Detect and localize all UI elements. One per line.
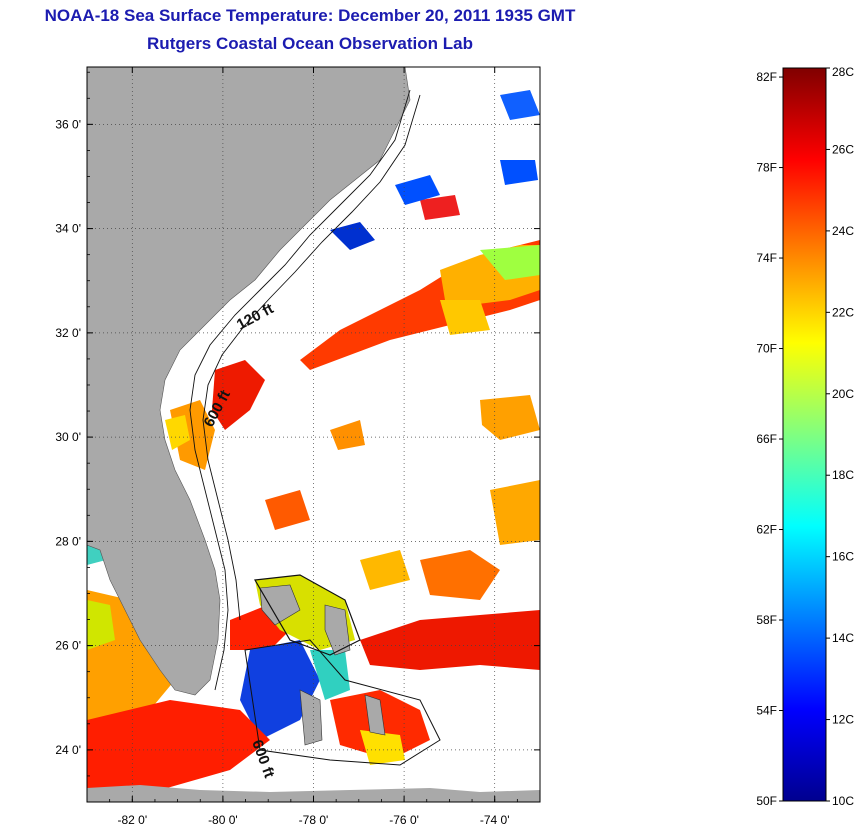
lat-tick-label: 24 0' xyxy=(55,743,81,757)
sst-patch xyxy=(87,700,270,800)
sst-patch xyxy=(212,360,265,430)
sst-patch xyxy=(420,550,500,600)
colorbar-fahrenheit-label: 78F xyxy=(756,161,777,175)
lat-tick-label: 34 0' xyxy=(55,222,81,236)
sst-patch xyxy=(87,600,115,650)
colorbar-celsius-labels: 28C 26C 24C 22C 20C 18C 16C 14C 12C 10C xyxy=(826,65,854,808)
lat-tick-label: 36 0' xyxy=(55,117,81,131)
colorbar-fahrenheit-label: 50F xyxy=(756,794,777,808)
sst-patch xyxy=(440,300,490,335)
sst-patch xyxy=(395,175,440,205)
colorbar-celsius-label: 28C xyxy=(832,65,854,79)
latitude-axis: 36 0' 34 0' 32 0' 30 0' 28 0' 26 0' 24 0' xyxy=(55,117,81,757)
colorbar-celsius-label: 14C xyxy=(832,631,854,645)
sst-patch xyxy=(330,420,365,450)
lon-tick-label: -82 0' xyxy=(117,813,147,827)
sst-patch xyxy=(240,640,320,740)
colorbar-celsius-label: 12C xyxy=(832,713,854,727)
colorbar-fahrenheit-label: 66F xyxy=(756,432,777,446)
map-subtitle: Rutgers Coastal Ocean Observation Lab xyxy=(147,34,473,53)
lon-tick-label: -80 0' xyxy=(208,813,238,827)
isobath-bahamas xyxy=(254,574,361,656)
lon-tick-label: -76 0' xyxy=(389,813,419,827)
colorbar-celsius-label: 10C xyxy=(832,794,854,808)
lat-tick-label: 30 0' xyxy=(55,430,81,444)
axis-ticks xyxy=(86,67,541,803)
longitude-axis: -82 0' -80 0' -78 0' -76 0' -74 0' xyxy=(117,813,509,827)
land-cuba xyxy=(87,785,540,802)
lon-tick-label: -74 0' xyxy=(480,813,510,827)
map-content: 120 ft 600 ft 600 ft xyxy=(87,67,540,802)
sst-patch xyxy=(360,730,405,765)
colorbar-celsius-label: 22C xyxy=(832,305,854,319)
sst-patch xyxy=(165,415,190,450)
map-title: NOAA-18 Sea Surface Temperature: Decembe… xyxy=(44,6,576,25)
land-abaco xyxy=(324,604,351,656)
colorbar-fahrenheit-labels: 82F 78F 74F 70F 66F 62F 58F 54F 50F xyxy=(756,70,783,808)
colorbar-celsius-label: 20C xyxy=(832,387,854,401)
colorbar-celsius-label: 16C xyxy=(832,550,854,564)
sst-patch xyxy=(310,650,350,700)
colorbar xyxy=(782,67,827,802)
isobath-bahamas-south xyxy=(244,639,441,766)
sst-patch xyxy=(480,395,540,440)
colorbar-fahrenheit-label: 58F xyxy=(756,613,777,627)
graticule xyxy=(87,67,540,802)
land-eleuthera xyxy=(364,694,386,736)
colorbar-celsius-label: 24C xyxy=(832,224,854,238)
land-andros xyxy=(299,689,323,746)
sst-patch xyxy=(500,90,540,120)
colorbar-fahrenheit-label: 54F xyxy=(756,704,777,718)
sst-patch xyxy=(480,245,540,280)
land-grand-bahama xyxy=(259,584,301,626)
land-mainland xyxy=(87,67,411,696)
sst-patch xyxy=(265,490,310,530)
colorbar-celsius-label: 18C xyxy=(832,468,854,482)
sst-patch xyxy=(360,550,410,590)
colorbar-fahrenheit-label: 70F xyxy=(756,342,777,356)
sst-patch xyxy=(500,160,538,185)
lon-tick-label: -78 0' xyxy=(299,813,329,827)
colorbar-fahrenheit-label: 74F xyxy=(756,251,777,265)
lat-tick-label: 26 0' xyxy=(55,639,81,653)
land-gulf-coast xyxy=(87,490,100,545)
isobath-120ft xyxy=(189,89,411,691)
sst-patch xyxy=(420,195,460,220)
lat-tick-label: 28 0' xyxy=(55,534,81,548)
colorbar-fahrenheit-label: 82F xyxy=(756,70,777,84)
lat-tick-label: 32 0' xyxy=(55,326,81,340)
colorbar-fahrenheit-label: 62F xyxy=(756,523,777,537)
sst-patch xyxy=(490,480,540,545)
colorbar-celsius-label: 26C xyxy=(832,142,854,156)
sst-patch xyxy=(330,222,375,250)
